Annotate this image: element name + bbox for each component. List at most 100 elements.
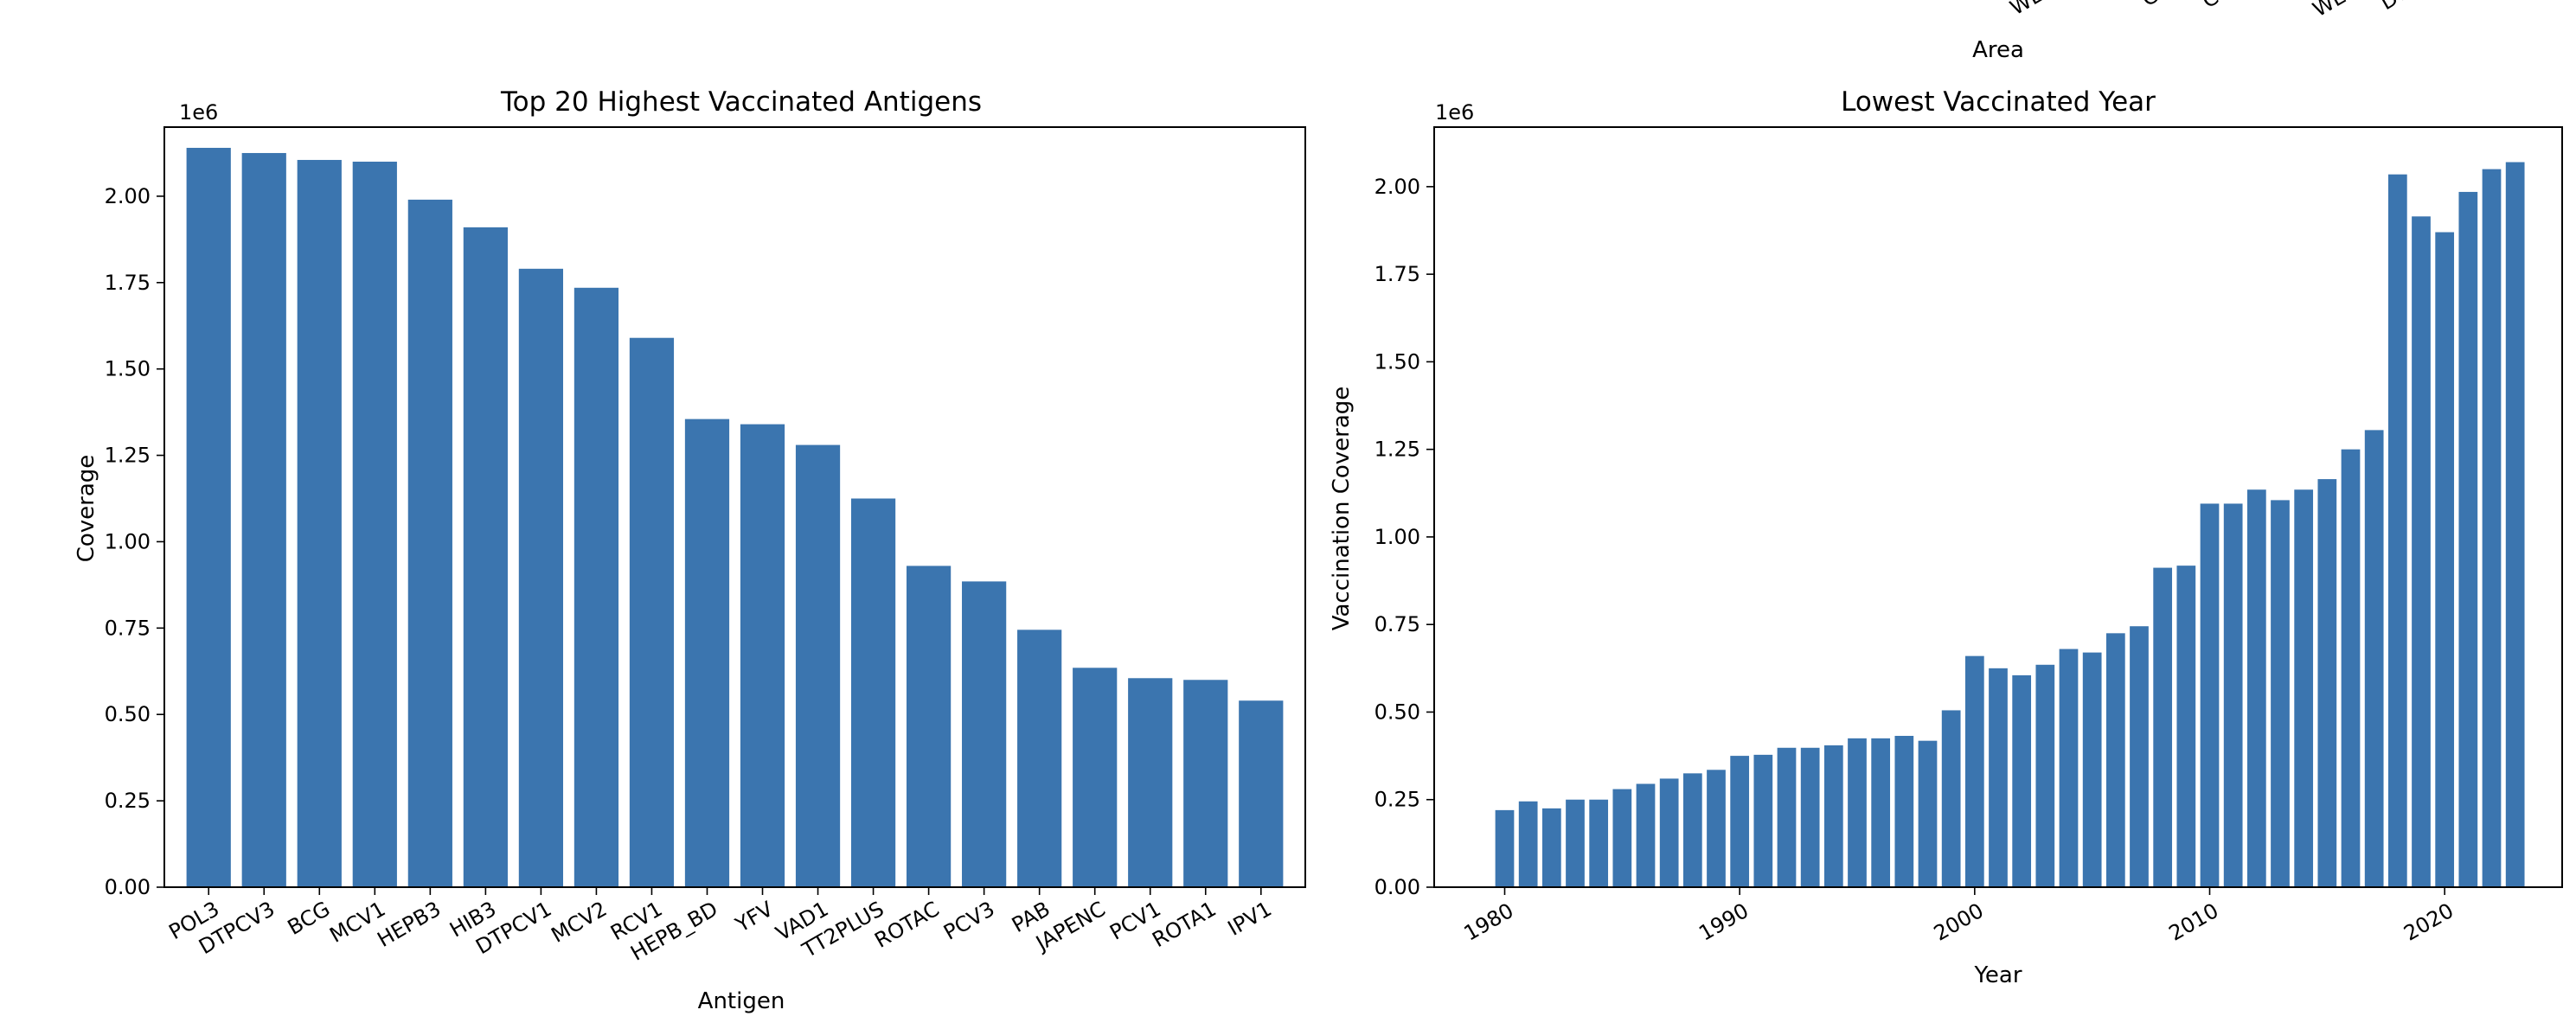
antigen-bar-TT2PLUS (850, 498, 896, 887)
year-bar-1983 (1566, 799, 1585, 887)
year-bar-1984 (1589, 799, 1609, 887)
antigen-bar-POL3 (186, 147, 231, 888)
year-bar-2001 (1989, 668, 2008, 887)
antigen-bar-ROTA1 (1183, 680, 1228, 887)
antigen-chart-title: Top 20 Highest Vaccinated Antigens (500, 86, 982, 118)
antigen-x-tick-label: YFV (731, 897, 778, 937)
year-bar-chart: Lowest Vaccinated Year 1e6 0.00 0.25 0.50 0… (1329, 86, 2563, 988)
antigen-bar-JAPENC (1073, 668, 1118, 887)
year-x-ticks: 1980 1990 2000 2010 2020 (1460, 887, 2457, 946)
antigen-x-tick-label: ROTAC (870, 897, 943, 953)
year-y-tick-label: 0.75 (1375, 612, 1420, 636)
year-bar-1993 (1800, 747, 1820, 887)
year-y-tick-label: 2.00 (1375, 175, 1420, 199)
year-y-axis-label: Vaccination Coverage (1329, 387, 1355, 631)
antigen-y-tick-label: 1.00 (105, 529, 151, 553)
year-y-ticks: 0.00 0.25 0.50 0.75 1.00 1.25 1.50 1.75 2.00 (1375, 175, 1434, 899)
year-bar-2011 (2223, 503, 2243, 887)
year-bar-2019 (2412, 216, 2431, 888)
antigen-x-tick-label: MCV2 (548, 897, 612, 948)
antigen-y-axis-label: Coverage (74, 455, 99, 563)
year-bar-1989 (1707, 770, 1726, 887)
year-bar-1995 (1848, 738, 1867, 887)
year-bar-2003 (2035, 664, 2055, 887)
antigen-bar-PCV3 (962, 581, 1007, 887)
year-x-tick-label: 2020 (2400, 898, 2457, 946)
year-bar-2002 (2012, 674, 2032, 887)
year-bar-2017 (2364, 430, 2384, 887)
year-bar-2005 (2082, 652, 2102, 887)
antigen-bar-DTPCV1 (518, 268, 564, 887)
antigen-x-axis-label: Antigen (698, 988, 785, 1014)
year-bar-1997 (1894, 736, 1914, 887)
year-chart-title: Lowest Vaccinated Year (1841, 86, 2156, 118)
year-y-tick-label: 0.50 (1375, 700, 1420, 724)
antigen-bar-HEPB_BD (684, 419, 730, 887)
year-bar-2000 (1964, 655, 1984, 887)
year-x-tick-label: 1980 (1460, 898, 1518, 946)
year-y-tick-label: 1.50 (1375, 349, 1420, 374)
antigen-y-tick-label: 1.25 (105, 444, 151, 468)
antigen-y-tick-label: 0.25 (105, 789, 151, 813)
year-bar-2007 (2130, 626, 2149, 887)
year-y-tick-label: 1.00 (1375, 525, 1420, 549)
antigen-bar-YFV (740, 424, 785, 887)
antigen-bar-VAD1 (795, 444, 841, 887)
antigen-y-tick-label: 0.50 (105, 702, 151, 726)
antigen-bar-chart: Top 20 Highest Vaccinated Antigens 1e6 0… (74, 86, 1306, 1014)
year-bar-2004 (2059, 649, 2079, 887)
year-bars (1495, 162, 2525, 888)
year-x-axis-label: Year (1973, 962, 2022, 988)
year-bar-2015 (2317, 479, 2337, 887)
top-x-axis-label: Area (1972, 37, 2024, 63)
antigen-bar-BCG (297, 159, 342, 887)
year-bar-1986 (1636, 783, 1656, 887)
antigen-bar-ROTAC (906, 566, 952, 887)
year-bar-1987 (1659, 778, 1679, 887)
top-xtick-label-4: WE (2309, 0, 2350, 22)
antigen-y-tick-label: 0.00 (105, 875, 151, 899)
year-bar-1996 (1871, 738, 1891, 887)
year-bar-2023 (2505, 162, 2525, 887)
antigen-bar-MCV1 (352, 161, 397, 887)
year-bar-2021 (2458, 191, 2478, 887)
year-bar-2022 (2482, 169, 2502, 888)
antigen-bar-PAB (1017, 630, 1062, 887)
year-bar-2014 (2294, 489, 2314, 887)
antigen-bar-PCV1 (1128, 678, 1173, 887)
antigen-y-ticks: 0.00 0.25 0.50 0.75 1.00 1.25 1.50 1.75 2.00 (105, 184, 164, 899)
antigen-y-tick-label: 0.75 (105, 616, 151, 640)
antigen-x-tick-label: HEPB3 (374, 897, 445, 952)
top-xtick-label-2: Ca (2137, 0, 2173, 11)
year-bar-1981 (1518, 801, 1538, 887)
year-bar-2016 (2341, 449, 2361, 887)
year-bar-2013 (2271, 500, 2290, 887)
antigen-y-tick-label: 1.50 (105, 357, 151, 381)
year-bar-1999 (1941, 710, 1961, 887)
year-y-tick-label: 0.00 (1375, 875, 1420, 899)
year-bar-1990 (1730, 756, 1750, 887)
year-bar-1994 (1823, 745, 1843, 887)
year-chart-y-offset: 1e6 (1435, 100, 1474, 125)
antigen-bar-MCV2 (574, 287, 619, 887)
year-bar-2006 (2105, 633, 2125, 887)
antigen-plot-frame (163, 126, 1306, 888)
year-bar-2008 (2153, 567, 2173, 887)
year-bar-1980 (1495, 809, 1515, 887)
year-y-tick-label: 0.25 (1375, 788, 1420, 812)
antigen-bar-DTPCV3 (241, 152, 286, 888)
antigen-x-tick-label: IPV1 (1224, 897, 1276, 941)
year-x-tick-label: 1990 (1695, 898, 1753, 946)
year-plot-frame (1433, 126, 2563, 888)
year-y-tick-label: 1.75 (1375, 262, 1420, 286)
year-bar-2010 (2200, 503, 2220, 887)
year-bar-1982 (1541, 808, 1561, 887)
top-xtick-label-5: De (2376, 0, 2413, 15)
antigen-x-tick-label: PCV3 (939, 897, 998, 945)
antigen-y-tick-label: 1.75 (105, 271, 151, 295)
year-bar-1985 (1612, 789, 1632, 887)
year-bar-2012 (2246, 489, 2266, 887)
antigen-y-tick-label: 2.00 (105, 184, 151, 208)
